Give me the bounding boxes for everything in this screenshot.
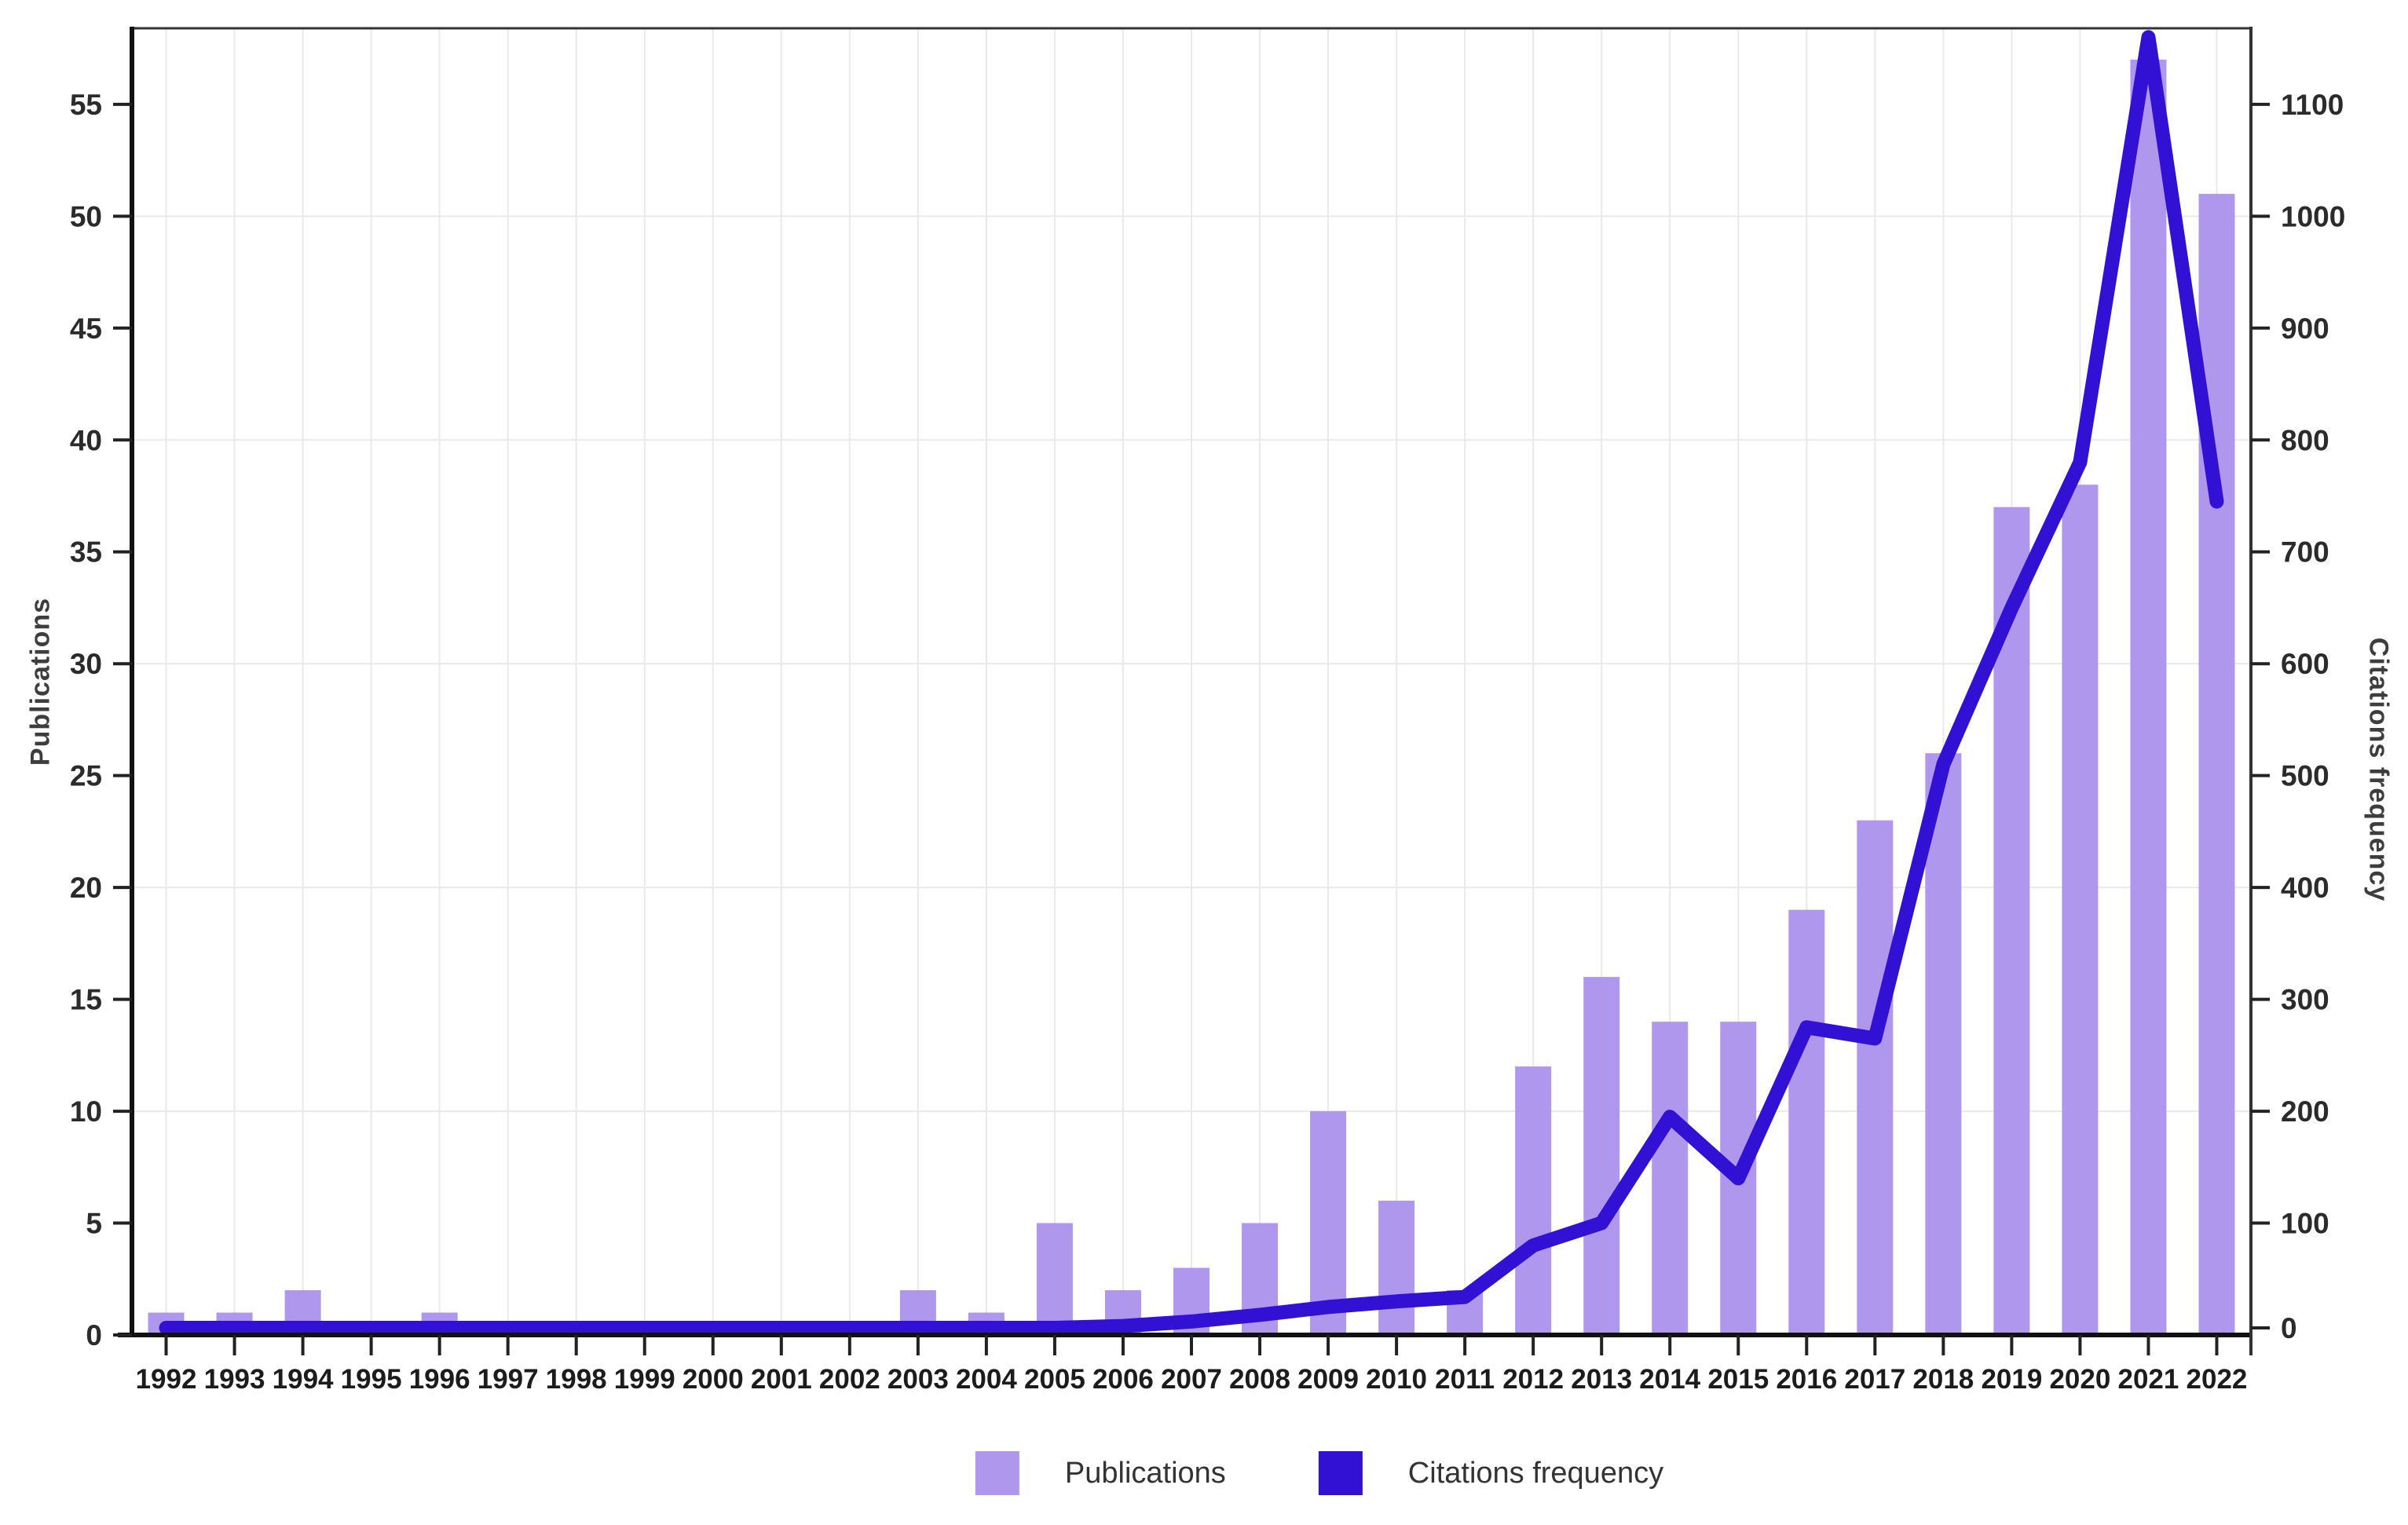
svg-text:1996: 1996 — [409, 1364, 470, 1395]
svg-text:2006: 2006 — [1092, 1364, 1154, 1395]
bar-2018 — [1925, 753, 1962, 1335]
svg-text:35: 35 — [70, 536, 102, 569]
bar-2016 — [1788, 909, 1825, 1335]
svg-text:500: 500 — [2281, 760, 2329, 792]
svg-text:900: 900 — [2281, 313, 2329, 345]
right-axis-ticks: 0 100 200 300 400 500 600 700 800 900 1000 1100 — [2251, 89, 2345, 1344]
bar-2022 — [2198, 193, 2235, 1335]
right-axis-title: Citations frequency — [2363, 637, 2394, 902]
svg-text:2021: 2021 — [2118, 1364, 2179, 1395]
svg-text:1100: 1100 — [2281, 89, 2344, 121]
svg-text:2007: 2007 — [1161, 1364, 1222, 1395]
svg-text:2012: 2012 — [1502, 1364, 1564, 1395]
bar-2005 — [1036, 1223, 1073, 1335]
svg-text:400: 400 — [2281, 872, 2329, 904]
svg-text:2009: 2009 — [1297, 1364, 1359, 1395]
bar-2021 — [2130, 59, 2167, 1336]
svg-text:2020: 2020 — [2049, 1364, 2110, 1395]
svg-text:2011: 2011 — [1435, 1364, 1495, 1395]
svg-text:55: 55 — [70, 89, 102, 121]
svg-text:45: 45 — [70, 313, 102, 345]
svg-text:700: 700 — [2281, 536, 2329, 569]
svg-text:1000: 1000 — [2281, 200, 2345, 232]
svg-text:2002: 2002 — [819, 1364, 880, 1395]
bar-2017 — [1857, 820, 1894, 1335]
svg-text:2008: 2008 — [1229, 1364, 1290, 1395]
svg-text:5: 5 — [86, 1208, 102, 1240]
left-axis-ticks: 0 5 10 15 20 25 30 35 40 45 50 55 — [70, 89, 132, 1351]
bar-2009 — [1310, 1111, 1347, 1335]
svg-text:0: 0 — [86, 1319, 102, 1351]
svg-text:2014: 2014 — [1639, 1364, 1700, 1395]
svg-text:15: 15 — [70, 984, 102, 1016]
bar-2020 — [2062, 485, 2099, 1335]
svg-text:2001: 2001 — [751, 1364, 812, 1395]
x-axis-ticks: 1992 1993 1994 1995 1996 1997 1998 1999 2000 2001… — [136, 1335, 2248, 1395]
svg-text:2010: 2010 — [1366, 1364, 1427, 1395]
legend-item-citations: Citations frequency — [1318, 1451, 1664, 1495]
svg-text:20: 20 — [70, 872, 102, 904]
svg-text:2015: 2015 — [1707, 1364, 1769, 1395]
svg-text:300: 300 — [2281, 984, 2329, 1016]
svg-text:2017: 2017 — [1844, 1364, 1905, 1395]
svg-text:2003: 2003 — [887, 1364, 949, 1395]
bar-2010 — [1378, 1201, 1415, 1335]
svg-text:10: 10 — [70, 1095, 102, 1128]
svg-text:600: 600 — [2281, 648, 2329, 680]
publications-swatch-icon — [975, 1451, 1019, 1495]
svg-text:2000: 2000 — [683, 1364, 744, 1395]
svg-text:50: 50 — [70, 200, 102, 232]
citations-swatch-icon — [1318, 1451, 1363, 1495]
svg-text:1992: 1992 — [136, 1364, 197, 1395]
svg-text:2019: 2019 — [1981, 1364, 2042, 1395]
legend-publications-label: Publications — [1064, 1456, 1226, 1490]
svg-text:2004: 2004 — [956, 1364, 1017, 1395]
svg-text:100: 100 — [2281, 1208, 2329, 1240]
svg-text:40: 40 — [70, 424, 102, 456]
svg-text:800: 800 — [2281, 424, 2329, 456]
svg-text:2005: 2005 — [1024, 1364, 1085, 1395]
svg-text:2022: 2022 — [2187, 1364, 2248, 1395]
svg-text:1998: 1998 — [546, 1364, 607, 1395]
chart-legend: Publications Citations frequency — [975, 1451, 1663, 1495]
left-axis-title: Publications — [25, 597, 56, 766]
svg-text:1993: 1993 — [204, 1364, 265, 1395]
svg-text:1997: 1997 — [478, 1364, 539, 1395]
axes — [118, 27, 2252, 1355]
svg-text:1995: 1995 — [341, 1364, 402, 1395]
bar-2012 — [1515, 1066, 1552, 1335]
svg-text:2018: 2018 — [1912, 1364, 1974, 1395]
publications-bars — [148, 59, 2235, 1336]
legend-citations-label: Citations frequency — [1407, 1456, 1664, 1490]
svg-text:1994: 1994 — [273, 1364, 334, 1395]
citations-frequency-line — [159, 30, 2224, 1335]
legend-item-publications: Publications — [975, 1451, 1226, 1495]
svg-text:30: 30 — [70, 648, 102, 680]
svg-text:0: 0 — [2281, 1312, 2297, 1344]
svg-text:2016: 2016 — [1776, 1364, 1837, 1395]
svg-text:2013: 2013 — [1571, 1364, 1632, 1395]
bar-2013 — [1583, 977, 1620, 1335]
bar-2014 — [1652, 1022, 1689, 1335]
svg-text:25: 25 — [70, 760, 102, 792]
svg-text:200: 200 — [2281, 1095, 2329, 1128]
svg-text:1999: 1999 — [614, 1364, 675, 1395]
